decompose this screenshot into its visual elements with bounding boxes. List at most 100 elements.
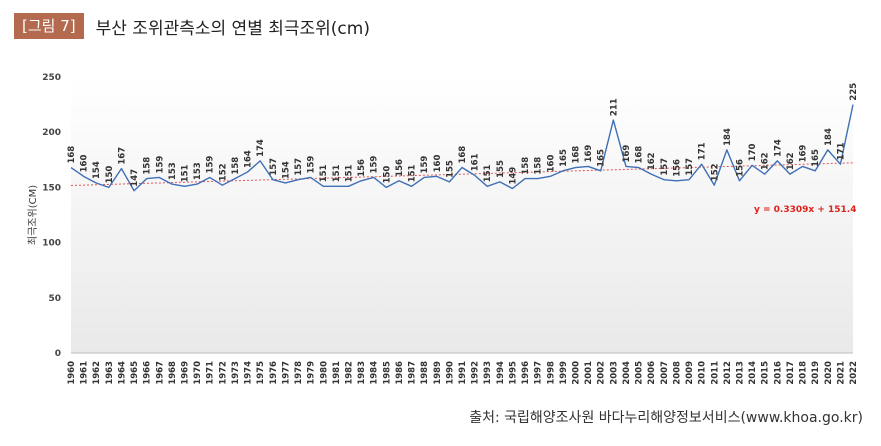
x-tick-label: 1989 bbox=[433, 361, 443, 385]
x-tick-label: 2015 bbox=[761, 361, 771, 385]
data-label: 153 bbox=[168, 162, 178, 180]
x-tick-label: 2006 bbox=[647, 361, 657, 385]
x-tick-label: 1991 bbox=[458, 361, 468, 385]
y-tick-labels: 0 50 100 150 200 250 bbox=[42, 73, 61, 359]
data-label: 151 bbox=[181, 164, 191, 182]
x-tick-label: 2004 bbox=[622, 361, 632, 385]
x-tick-labels: 1960 1961 1962 1963 1964 1965 1966 1967 1968 1969… bbox=[67, 361, 859, 385]
data-label: 158 bbox=[521, 157, 531, 175]
data-label: 159 bbox=[307, 156, 317, 174]
x-tick-label: 2009 bbox=[685, 361, 695, 385]
data-label: 155 bbox=[445, 160, 455, 178]
data-label: 156 bbox=[357, 159, 367, 177]
x-tick-label: 1986 bbox=[395, 361, 405, 385]
data-label: 174 bbox=[256, 139, 266, 157]
x-tick-label: 1968 bbox=[168, 361, 178, 385]
data-label: 168 bbox=[67, 146, 77, 164]
source-credit: 출처: 국립해양조사원 바다누리해양정보서비스(www.khoa.go.kr) bbox=[469, 410, 863, 426]
x-tick-label: 1993 bbox=[483, 361, 493, 385]
x-tick-label: 2010 bbox=[698, 361, 708, 385]
x-tick-label: 1987 bbox=[408, 361, 418, 385]
data-label: 152 bbox=[710, 163, 720, 181]
x-tick-label: 2000 bbox=[572, 361, 582, 385]
data-label: 151 bbox=[319, 164, 329, 182]
x-tick-label: 2014 bbox=[748, 361, 758, 385]
x-tick-label: 1971 bbox=[206, 361, 216, 385]
data-label: 151 bbox=[344, 164, 354, 182]
data-label: 167 bbox=[117, 147, 127, 165]
x-tick-label: 2012 bbox=[723, 361, 733, 385]
y-tick-label: 150 bbox=[42, 183, 61, 193]
x-tick-label: 1970 bbox=[193, 361, 203, 385]
data-label: 158 bbox=[534, 157, 544, 175]
data-label: 165 bbox=[559, 149, 569, 167]
trendline-equation: y = 0.3309x + 151.4 bbox=[754, 205, 857, 215]
data-label: 168 bbox=[635, 146, 645, 164]
x-tick-label: 1980 bbox=[319, 361, 329, 385]
data-label: 184 bbox=[824, 128, 834, 146]
x-tick-label: 1981 bbox=[332, 361, 342, 385]
x-tick-label: 2002 bbox=[597, 361, 607, 385]
x-tick-label: 2016 bbox=[773, 361, 783, 385]
data-label: 151 bbox=[483, 164, 493, 182]
data-label: 169 bbox=[584, 145, 594, 163]
x-tick-label: 2008 bbox=[672, 361, 682, 385]
data-label: 153 bbox=[193, 162, 203, 180]
x-tick-label: 1964 bbox=[117, 361, 127, 385]
data-label: 160 bbox=[80, 155, 90, 173]
x-tick-label: 1990 bbox=[445, 361, 455, 385]
x-tick-label: 2007 bbox=[660, 361, 670, 385]
plot-area-background bbox=[71, 77, 853, 353]
data-label: 157 bbox=[269, 158, 279, 176]
x-tick-label: 2022 bbox=[849, 361, 859, 385]
data-label: 165 bbox=[811, 149, 821, 167]
x-tick-label: 1973 bbox=[231, 361, 241, 385]
x-tick-label: 2005 bbox=[635, 361, 645, 385]
data-label: 159 bbox=[155, 156, 165, 174]
figure-number-badge: [그림 7] bbox=[14, 13, 84, 39]
x-tick-label: 1969 bbox=[181, 361, 191, 385]
x-tick-label: 2017 bbox=[786, 361, 796, 385]
data-label: 162 bbox=[761, 152, 771, 170]
x-tick-label: 1984 bbox=[370, 361, 380, 385]
x-tick-label: 2001 bbox=[584, 361, 594, 385]
x-tick-label: 1961 bbox=[80, 361, 90, 385]
data-label: 162 bbox=[647, 152, 657, 170]
data-label: 150 bbox=[382, 166, 392, 184]
x-tick-label: 1999 bbox=[559, 361, 569, 385]
x-tick-label: 1979 bbox=[307, 361, 317, 385]
x-tick-label: 1997 bbox=[534, 361, 544, 385]
data-label: 157 bbox=[685, 158, 695, 176]
data-label: 165 bbox=[597, 149, 607, 167]
y-tick-label: 0 bbox=[55, 349, 61, 359]
data-label: 225 bbox=[849, 83, 859, 101]
data-label: 162 bbox=[786, 152, 796, 170]
data-label: 156 bbox=[395, 159, 405, 177]
x-tick-label: 1975 bbox=[256, 361, 266, 385]
data-label: 159 bbox=[420, 156, 430, 174]
x-tick-label: 2003 bbox=[609, 361, 619, 385]
x-tick-label: 1977 bbox=[281, 361, 291, 385]
data-label: 154 bbox=[92, 161, 102, 179]
data-label: 168 bbox=[572, 146, 582, 164]
data-label: 174 bbox=[773, 139, 783, 157]
x-tick-label: 1966 bbox=[143, 361, 153, 385]
x-tick-label: 1963 bbox=[105, 361, 115, 385]
x-tick-label: 2018 bbox=[799, 361, 809, 385]
x-tick-label: 1996 bbox=[521, 361, 531, 385]
x-tick-label: 1976 bbox=[269, 361, 279, 385]
x-tick-label: 2011 bbox=[710, 361, 720, 385]
x-tick-label: 1972 bbox=[218, 361, 228, 385]
x-tick-label: 1985 bbox=[382, 361, 392, 385]
data-label: 151 bbox=[332, 164, 342, 182]
x-tick-label: 1994 bbox=[496, 361, 506, 385]
data-label: 154 bbox=[281, 161, 291, 179]
series-layer bbox=[70, 104, 854, 192]
data-label: 156 bbox=[735, 159, 745, 177]
data-label: 164 bbox=[244, 150, 254, 168]
x-tick-label: 1978 bbox=[294, 361, 304, 385]
data-label: 147 bbox=[130, 169, 140, 187]
data-label: 150 bbox=[105, 166, 115, 184]
x-tick-label: 1988 bbox=[420, 361, 430, 385]
y-tick-label: 50 bbox=[48, 294, 61, 304]
